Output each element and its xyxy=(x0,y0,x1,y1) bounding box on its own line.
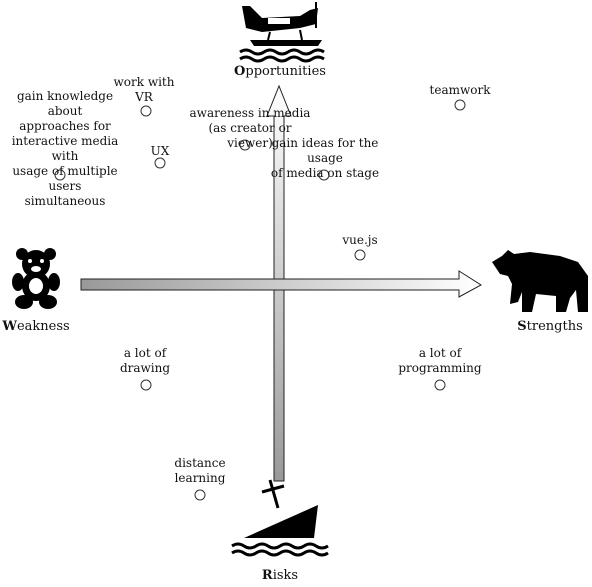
marker-awareness-media xyxy=(239,139,251,151)
teddy-bear-icon xyxy=(12,248,60,309)
marker-ux xyxy=(154,157,166,169)
marker-a-lot-of-programming xyxy=(434,379,446,391)
marker-teamwork xyxy=(454,99,466,111)
opportunities-title: Opportunities xyxy=(234,64,326,79)
label-vuejs: vue.js xyxy=(342,233,378,247)
marker-a-lot-of-drawing xyxy=(140,379,152,391)
horizontal-axis-arrow xyxy=(80,270,482,298)
label-ux: UX xyxy=(150,144,170,158)
point-markers xyxy=(54,99,466,501)
bear-icon xyxy=(492,250,588,312)
label-teamwork: teamwork xyxy=(429,83,491,97)
label-distance-learning: distance learning xyxy=(174,456,226,485)
label-gain-ideas: gain ideas for the usage of media on sta… xyxy=(270,136,380,180)
marker-vuejs xyxy=(354,249,366,261)
strengths-title: Strengths xyxy=(517,319,583,334)
label-a-lot-of-programming: a lot of programming xyxy=(398,346,482,375)
label-work-with-vr: work with VR xyxy=(113,75,175,104)
risks-title: Risks xyxy=(261,568,299,583)
marker-distance-learning xyxy=(194,489,206,501)
seaplane-icon xyxy=(239,2,325,63)
label-gain-knowledge: gain knowledge about approaches for inte… xyxy=(11,89,119,208)
marker-work-with-vr xyxy=(140,105,152,117)
weakness-title: Weakness xyxy=(2,319,70,334)
marker-gain-ideas xyxy=(318,169,330,181)
marker-gain-knowledge xyxy=(54,169,66,181)
label-awareness-media: awareness in media (as creator or viewer… xyxy=(189,106,311,150)
sinking-ship-icon xyxy=(231,479,329,557)
label-a-lot-of-drawing: a lot of drawing xyxy=(119,346,171,375)
